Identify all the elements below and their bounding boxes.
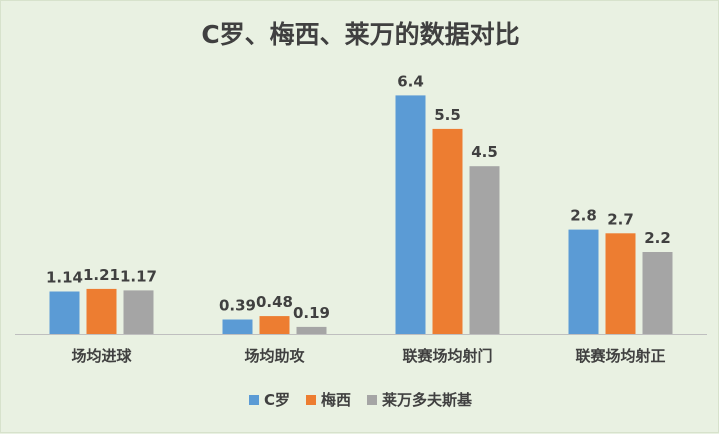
legend-item-series-1: 梅西	[305, 389, 351, 410]
data-label-1-1: 0.48	[256, 293, 293, 311]
legend-label-series-0: C罗	[263, 391, 290, 409]
chart-title: C罗、梅西、莱万的数据对比	[201, 20, 520, 49]
legend: C罗 梅西 莱万多夫斯基	[1, 389, 719, 410]
data-label-0-0: 1.14	[46, 269, 83, 287]
data-label-2-0: 6.4	[397, 72, 424, 90]
bar-1-0	[222, 319, 253, 334]
bar-0-1	[86, 288, 117, 334]
data-label-3-0: 2.8	[570, 207, 597, 225]
category-label-3: 联赛场均射正	[575, 347, 665, 365]
legend-swatch-series-1	[305, 394, 316, 405]
bar-2-0	[395, 95, 426, 335]
legend-item-series-2: 莱万多夫斯基	[367, 389, 472, 410]
bar-2-2	[469, 166, 500, 334]
bar-2-1	[432, 128, 463, 334]
bar-0-0	[49, 291, 80, 334]
data-label-3-2: 2.2	[644, 229, 671, 247]
legend-item-series-0: C罗	[248, 389, 290, 410]
bar-3-0	[568, 229, 599, 334]
legend-label-series-2: 莱万多夫斯基	[382, 391, 473, 409]
bar-1-2	[296, 326, 327, 334]
legend-label-series-1: 梅西	[320, 391, 351, 409]
data-label-0-1: 1.21	[83, 266, 120, 284]
data-label-1-2: 0.19	[293, 304, 330, 322]
bar-1-1	[259, 316, 290, 334]
data-label-0-2: 1.17	[120, 267, 157, 285]
data-label-1-0: 0.39	[219, 297, 256, 315]
category-label-1: 场均助攻	[244, 347, 305, 365]
bar-3-1	[605, 233, 636, 334]
bar-3-2	[642, 252, 673, 334]
legend-swatch-series-0	[248, 394, 259, 405]
category-label-2: 联赛场均射门	[402, 347, 492, 365]
category-label-0: 场均进球	[71, 347, 132, 365]
data-label-2-2: 4.5	[471, 143, 498, 161]
bar-0-2	[123, 290, 154, 334]
legend-swatch-series-2	[367, 394, 377, 405]
data-label-2-1: 5.5	[434, 106, 461, 124]
data-label-3-1: 2.7	[607, 210, 634, 228]
